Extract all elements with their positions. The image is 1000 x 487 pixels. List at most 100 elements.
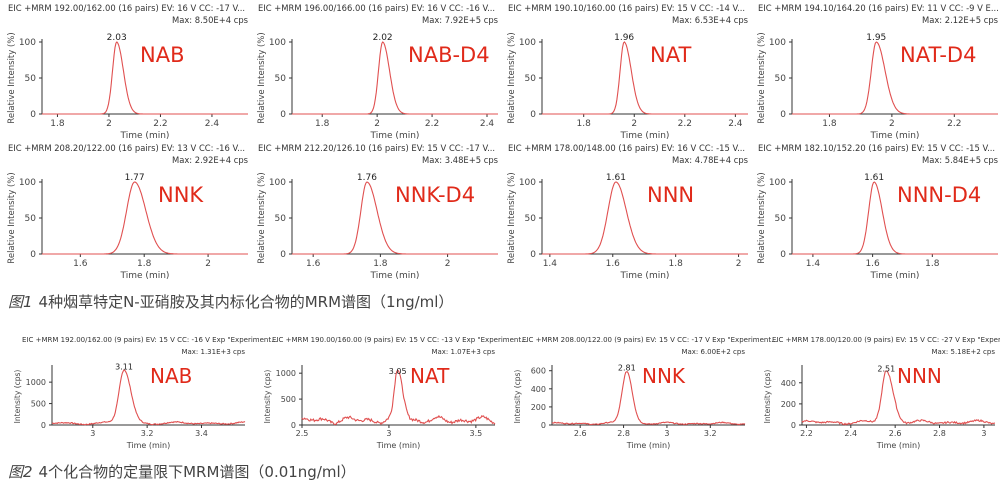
figure-2-caption: 图2 4个化合物的定量限下MRM谱图（0.01ng/ml） (8, 461, 356, 482)
y-tick-label: 50 (775, 214, 787, 224)
x-tick-label: 2 (631, 119, 637, 129)
x-tick-label: 2.6 (889, 429, 902, 438)
y-tick-label: 600 (531, 367, 546, 376)
x-tick-label: 3.4 (195, 429, 208, 438)
x-tick-label: 3.2 (704, 429, 717, 438)
chromatogram-nat: EIC +MRM 190.00/160.00 (9 pairs) EV: 15 … (250, 325, 528, 465)
chart-svg: EIC +MRM 192.00/162.00 (16 pairs) EV: 16… (7, 3, 248, 141)
chart-svg: EIC +MRM 182.10/152.20 (16 pairs) EV: 15… (757, 143, 998, 281)
y-tick-label: 50 (275, 214, 287, 224)
y-tick-label: 400 (781, 379, 796, 388)
x-tick-label: 1.8 (137, 259, 152, 269)
chromatogram-trace (42, 41, 248, 115)
chromatogram-trace (792, 181, 998, 255)
chart-header: EIC +MRM 208.20/122.00 (16 pairs) EV: 13… (8, 143, 245, 153)
y-tick-label: 0 (530, 110, 536, 120)
y-tick-label: 100 (769, 38, 786, 48)
peak-retention-time-label: 2.03 (107, 33, 127, 43)
y-tick-label: 0 (780, 250, 786, 260)
caption-text: 4种烟草特定N-亚硝胺及其内标化合物的MRM谱图（1ng/ml） (38, 293, 454, 311)
chromatogram-nnn: EIC +MRM 178.00/148.00 (16 pairs) EV: 16… (500, 140, 750, 281)
compound-label: NAT (650, 43, 691, 67)
y-tick-label: 50 (525, 214, 537, 224)
x-tick-label: 2.2 (153, 119, 167, 129)
x-tick-label: 2 (106, 119, 112, 129)
chromatogram-trace (42, 181, 248, 255)
y-tick-label: 100 (19, 38, 36, 48)
peak-retention-time-label: 1.96 (614, 33, 634, 43)
x-tick-label: 3 (90, 429, 95, 438)
max-intensity: Max: 5.18E+2 cps (931, 348, 995, 356)
x-tick-label: 2.4 (728, 119, 743, 129)
y-axis-label: Relative Intensity (%) (507, 172, 517, 263)
x-tick-label: 1.4 (806, 259, 821, 269)
y-tick-label: 0 (530, 250, 536, 260)
x-tick-label: 1.4 (543, 259, 558, 269)
x-tick-label: 2.2 (947, 119, 961, 129)
max-intensity: Max: 6.00E+2 cps (681, 348, 745, 356)
compound-label: NNN-D4 (897, 183, 981, 207)
chart-svg: EIC +MRM 196.00/166.00 (16 pairs) EV: 16… (257, 3, 498, 141)
y-tick-label: 100 (519, 178, 536, 188)
chromatogram-trace (292, 41, 498, 115)
x-tick-label: 3.2 (141, 429, 154, 438)
y-tick-label: 50 (275, 74, 287, 84)
chart-svg: EIC +MRM 178.00/148.00 (16 pairs) EV: 16… (507, 143, 748, 281)
x-axis-label: Time (min) (870, 271, 920, 281)
y-axis-label: Relative Intensity (%) (507, 32, 517, 123)
x-axis-label: Time (min) (620, 271, 670, 281)
x-tick-label: 3 (981, 429, 986, 438)
y-tick-label: 100 (19, 178, 36, 188)
chromatogram-trace (542, 41, 748, 115)
x-tick-label: 3 (664, 429, 669, 438)
x-tick-label: 1.6 (606, 259, 621, 269)
chart-svg: EIC +MRM 192.00/162.00 (9 pairs) EV: 15 … (13, 336, 278, 450)
figure-number: 图2 (8, 463, 33, 481)
y-tick-label: 200 (531, 403, 546, 412)
y-tick-label: 1000 (276, 369, 296, 378)
x-tick-label: 2.4 (205, 119, 220, 129)
chart-svg: EIC +MRM 190.10/160.00 (16 pairs) EV: 15… (507, 3, 748, 141)
x-tick-label: 2.8 (933, 429, 946, 438)
y-tick-label: 50 (25, 74, 37, 84)
x-tick-label: 2.8 (617, 429, 630, 438)
peak-retention-time-label: 1.61 (864, 173, 884, 183)
x-tick-label: 1.8 (373, 259, 388, 269)
chart-header: EIC +MRM 192.00/162.00 (9 pairs) EV: 15 … (22, 336, 278, 344)
x-tick-label: 2.5 (296, 429, 309, 438)
compound-label: NNK (642, 364, 686, 388)
chart-svg: EIC +MRM 194.10/164.20 (16 pairs) EV: 11… (757, 3, 999, 141)
y-tick-label: 100 (269, 38, 286, 48)
chromatogram-trace (51, 369, 246, 426)
chart-header: EIC +MRM 194.10/164.20 (16 pairs) EV: 11… (758, 3, 999, 13)
chart-svg: EIC +MRM 190.00/160.00 (9 pairs) EV: 15 … (263, 336, 528, 450)
y-tick-label: 0 (41, 421, 46, 430)
x-axis-label: Time (min) (120, 131, 170, 141)
max-intensity: Max: 4.78E+4 cps (672, 155, 748, 165)
y-tick-label: 0 (30, 250, 36, 260)
chromatogram-nnk-d4: EIC +MRM 212.20/126.10 (16 pairs) EV: 15… (250, 140, 500, 281)
y-axis-label: Relative Intensity (%) (257, 172, 267, 263)
peak-retention-time-label: 2.51 (877, 364, 895, 373)
caption-text: 4个化合物的定量限下MRM谱图（0.01ng/ml） (38, 463, 356, 481)
y-tick-label: 50 (525, 74, 537, 84)
x-axis-label: Time (min) (870, 131, 920, 141)
chart-svg: EIC +MRM 208.00/122.00 (9 pairs) EV: 15 … (513, 336, 778, 450)
x-tick-label: 2.6 (574, 429, 587, 438)
peak-retention-time-label: 3.11 (115, 362, 133, 371)
x-tick-label: 1.6 (306, 259, 321, 269)
x-axis-label: Time (min) (120, 271, 170, 281)
chart-header: EIC +MRM 212.20/126.10 (16 pairs) EV: 15… (258, 143, 495, 153)
y-tick-label: 200 (781, 400, 796, 409)
max-intensity: Max: 8.50E+4 cps (172, 15, 248, 25)
y-tick-label: 100 (769, 178, 786, 188)
x-tick-label: 3 (386, 429, 391, 438)
peak-retention-time-label: 1.95 (866, 33, 886, 43)
y-tick-label: 500 (31, 400, 46, 409)
y-tick-label: 0 (280, 110, 286, 120)
x-tick-label: 2.2 (800, 429, 813, 438)
x-tick-label: 1.8 (577, 119, 592, 129)
x-axis-label: Time (min) (620, 131, 670, 141)
peak-retention-time-label: 1.61 (606, 173, 626, 183)
chromatogram-nab: EIC +MRM 192.00/162.00 (9 pairs) EV: 15 … (0, 325, 278, 465)
